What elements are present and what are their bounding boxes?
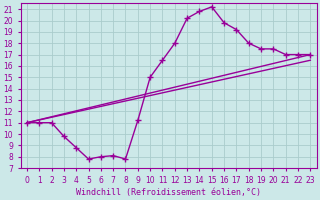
X-axis label: Windchill (Refroidissement éolien,°C): Windchill (Refroidissement éolien,°C) bbox=[76, 188, 261, 197]
